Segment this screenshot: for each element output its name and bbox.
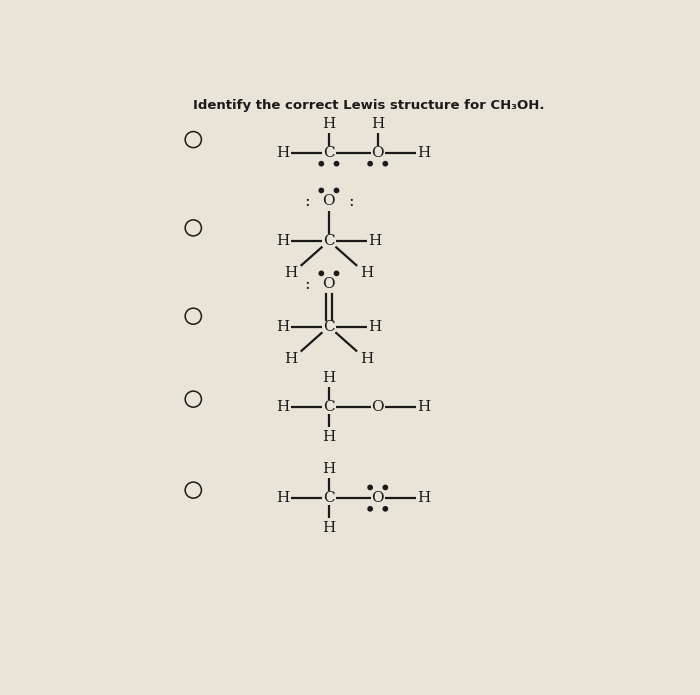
Circle shape — [368, 485, 372, 489]
Circle shape — [383, 485, 388, 489]
Circle shape — [319, 188, 323, 193]
Circle shape — [319, 161, 323, 166]
Text: H: H — [322, 370, 335, 385]
Text: H: H — [360, 266, 374, 280]
Text: H: H — [368, 320, 382, 334]
Text: O: O — [372, 146, 384, 160]
Text: H: H — [417, 400, 430, 414]
Circle shape — [319, 271, 323, 275]
Text: H: H — [322, 461, 335, 475]
Text: O: O — [323, 194, 335, 208]
Text: :: : — [304, 193, 310, 210]
Text: :: : — [304, 276, 310, 293]
Text: H: H — [368, 234, 382, 248]
Text: H: H — [417, 146, 430, 160]
Circle shape — [383, 161, 388, 166]
Text: H: H — [322, 117, 335, 131]
Text: H: H — [276, 491, 289, 505]
Text: H: H — [322, 430, 335, 443]
Text: H: H — [276, 400, 289, 414]
Circle shape — [335, 271, 339, 275]
Text: H: H — [276, 320, 289, 334]
Text: H: H — [417, 491, 430, 505]
Text: Identify the correct Lewis structure for CH₃OH.: Identify the correct Lewis structure for… — [193, 99, 545, 113]
Text: H: H — [360, 352, 374, 366]
Circle shape — [368, 507, 372, 511]
Text: C: C — [323, 234, 335, 248]
Text: H: H — [284, 352, 298, 366]
Text: O: O — [372, 400, 384, 414]
Text: H: H — [276, 146, 289, 160]
Circle shape — [368, 161, 372, 166]
Text: C: C — [323, 491, 335, 505]
Text: H: H — [322, 521, 335, 534]
Text: :: : — [348, 193, 354, 210]
Circle shape — [335, 188, 339, 193]
Circle shape — [383, 507, 388, 511]
Circle shape — [335, 161, 339, 166]
Text: H: H — [284, 266, 298, 280]
Text: H: H — [371, 117, 384, 131]
Text: C: C — [323, 400, 335, 414]
Text: H: H — [276, 234, 289, 248]
Text: O: O — [372, 491, 384, 505]
Text: C: C — [323, 146, 335, 160]
Text: C: C — [323, 320, 335, 334]
Text: O: O — [323, 277, 335, 291]
